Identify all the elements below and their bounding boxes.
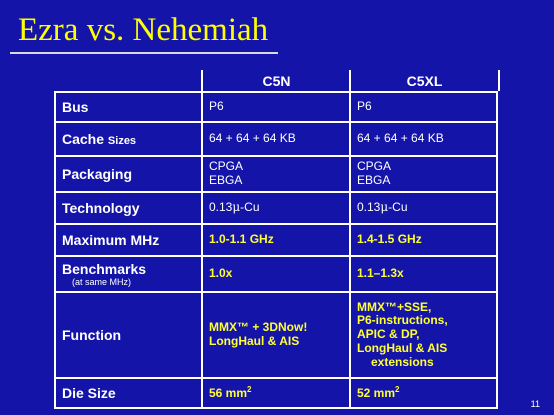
cell-diesize-c5xl: 52 mm2 bbox=[349, 377, 498, 409]
diesize-c5n-value: 56 mm bbox=[209, 386, 248, 401]
benchmarks-label-main: Benchmarks bbox=[62, 260, 147, 277]
function-c5n-line2: LongHaul & AIS bbox=[209, 334, 300, 348]
table-row-maxmhz: Maximum MHz 1.0-1.1 GHz 1.4-1.5 GHz bbox=[54, 223, 498, 257]
table-row-function: Function MMX™ + 3DNow! LongHaul & AIS MMX… bbox=[54, 291, 498, 379]
cell-diesize-c5n: 56 mm2 bbox=[201, 377, 351, 409]
tech-c5xl-value: 0.13 bbox=[357, 200, 381, 215]
table-row-cache: Cache Sizes 64 + 64 + 64 KB 64 + 64 + 64… bbox=[54, 121, 498, 157]
slide-title: Ezra vs. Nehemiah bbox=[18, 12, 269, 48]
table-row-diesize: Die Size 56 mm2 52 mm2 bbox=[54, 377, 498, 409]
packaging-c5xl-line2: EBGA bbox=[357, 173, 391, 187]
cell-maxmhz-c5n: 1.0-1.1 GHz bbox=[201, 223, 351, 257]
page-number: 11 bbox=[530, 399, 540, 409]
row-label-packaging: Packaging bbox=[54, 155, 203, 193]
cell-technology-c5xl: 0.13μ-Cu bbox=[349, 191, 498, 225]
row-label-cache-small: Sizes bbox=[107, 134, 137, 147]
tech-c5n-suffix: -Cu bbox=[240, 200, 260, 215]
title-underline bbox=[10, 52, 278, 54]
packaging-c5xl-line1: CPGA bbox=[357, 159, 392, 174]
function-c5xl-line3: APIC & DP, bbox=[357, 327, 420, 342]
diesize-c5xl-exp: 2 bbox=[395, 385, 400, 395]
function-c5n-line1: MMX™ + 3DNow! bbox=[209, 320, 308, 335]
cell-packaging-c5n: CPGA EBGA bbox=[201, 155, 351, 193]
row-label-cache: Cache Sizes bbox=[54, 121, 203, 157]
row-label-cache-main: Cache bbox=[62, 130, 105, 147]
function-c5xl-line2: P6-instructions, bbox=[357, 313, 448, 328]
tech-c5xl-unit: μ bbox=[380, 200, 389, 215]
packaging-c5n-line1: CPGA bbox=[209, 159, 244, 174]
column-header-c5xl: C5XL bbox=[349, 70, 500, 91]
cell-benchmarks-c5n: 1.0x bbox=[201, 255, 351, 293]
tech-c5xl-suffix: -Cu bbox=[388, 200, 408, 215]
cell-maxmhz-c5xl: 1.4-1.5 GHz bbox=[349, 223, 498, 257]
cell-cache-c5xl: 64 + 64 + 64 KB bbox=[349, 121, 498, 157]
row-label-bus: Bus bbox=[54, 91, 203, 123]
diesize-c5xl-value: 52 mm bbox=[357, 386, 396, 401]
row-label-benchmarks: Benchmarks (at same MHz) bbox=[54, 255, 203, 293]
column-header-c5n: C5N bbox=[201, 70, 350, 91]
comparison-table: Bus P6 P6 Cache Sizes 64 + 64 + 64 KB 64… bbox=[54, 91, 498, 409]
cell-function-c5n: MMX™ + 3DNow! LongHaul & AIS bbox=[201, 291, 351, 379]
benchmarks-label-note: (at same MHz) bbox=[72, 276, 132, 287]
cell-packaging-c5xl: CPGA EBGA bbox=[349, 155, 498, 193]
table-row-technology: Technology 0.13μ-Cu 0.13μ-Cu bbox=[54, 191, 498, 225]
function-c5xl-line1: MMX™+SSE, bbox=[357, 299, 432, 314]
cell-bus-c5xl: P6 bbox=[349, 91, 498, 123]
cell-benchmarks-c5xl: 1.1–1.3x bbox=[349, 255, 498, 293]
diesize-c5n-exp: 2 bbox=[247, 385, 252, 395]
function-c5xl-line4: LongHaul & AIS bbox=[357, 340, 448, 355]
table-row-packaging: Packaging CPGA EBGA CPGA EBGA bbox=[54, 155, 498, 193]
tech-c5n-value: 0.13 bbox=[209, 200, 233, 215]
table-row-benchmarks: Benchmarks (at same MHz) 1.0x 1.1–1.3x bbox=[54, 255, 498, 293]
table-row-bus: Bus P6 P6 bbox=[54, 91, 498, 123]
cell-bus-c5n: P6 bbox=[201, 91, 351, 123]
cell-function-c5xl: MMX™+SSE, P6-instructions, APIC & DP, LongH… bbox=[349, 291, 498, 379]
packaging-c5n-line2: EBGA bbox=[209, 173, 243, 187]
row-label-maxmhz: Maximum MHz bbox=[54, 223, 203, 257]
row-label-diesize: Die Size bbox=[54, 377, 203, 409]
cell-cache-c5n: 64 + 64 + 64 KB bbox=[201, 121, 351, 157]
row-label-technology: Technology bbox=[54, 191, 203, 225]
cell-technology-c5n: 0.13μ-Cu bbox=[201, 191, 351, 225]
row-label-function: Function bbox=[54, 291, 203, 379]
function-c5xl-line5: extensions bbox=[371, 354, 434, 369]
tech-c5n-unit: μ bbox=[232, 200, 241, 215]
